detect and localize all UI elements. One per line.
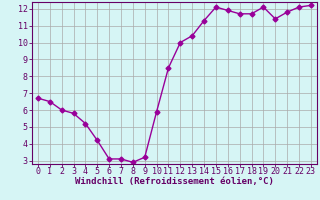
X-axis label: Windchill (Refroidissement éolien,°C): Windchill (Refroidissement éolien,°C) xyxy=(75,177,274,186)
